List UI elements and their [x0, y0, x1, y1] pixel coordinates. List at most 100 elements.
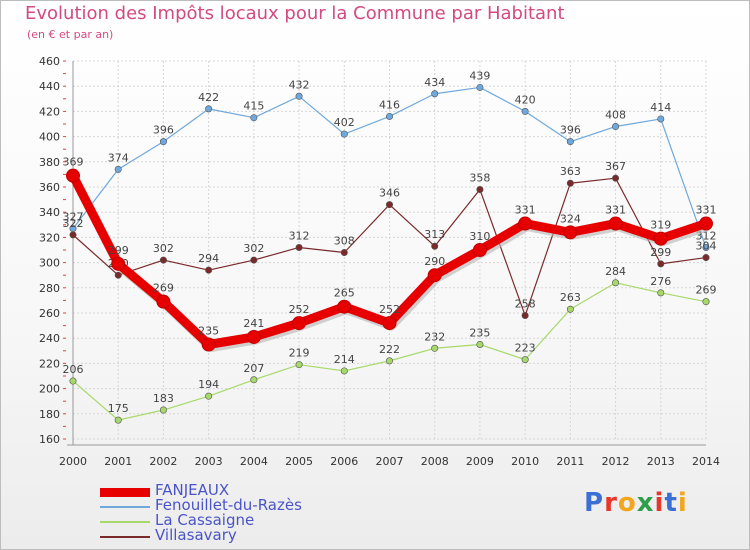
data-label-la-cassaigne: 235: [469, 327, 490, 340]
data-point-fenouillet-du-raz-s: [476, 83, 484, 91]
data-point-la-cassaigne: [69, 377, 77, 385]
data-label-fanjeaux: 331: [605, 204, 626, 217]
data-label-la-cassaigne: 222: [379, 343, 400, 356]
data-point-fenouillet-du-raz-s: [385, 112, 393, 120]
x-tick-label: 2003: [195, 455, 223, 468]
data-label-villasavary: 322: [63, 217, 84, 230]
data-label-fanjeaux: 265: [334, 287, 355, 300]
data-label-fenouillet-du-raz-s: 396: [153, 124, 174, 137]
y-tick-label: 360: [39, 181, 60, 194]
data-point-fanjeaux: [563, 225, 578, 240]
logo-letter: P: [584, 488, 605, 518]
data-point-la-cassaigne: [612, 279, 620, 287]
data-point-fanjeaux: [111, 256, 126, 271]
data-point-la-cassaigne: [431, 344, 439, 352]
data-point-la-cassaigne: [340, 367, 348, 375]
data-point-la-cassaigne: [114, 416, 122, 424]
y-tick-label: 180: [39, 408, 60, 421]
data-label-fanjeaux: 241: [243, 317, 264, 330]
data-point-la-cassaigne: [385, 357, 393, 365]
data-point-villasavary: [385, 201, 393, 209]
x-tick-label: 2005: [285, 455, 313, 468]
y-tick-label: 460: [39, 55, 60, 68]
legend-item: Fenouillet-du-Razès: [100, 497, 360, 514]
data-label-villasavary: 313: [424, 228, 445, 241]
data-point-villasavary: [295, 243, 303, 251]
y-tick-label: 160: [39, 433, 60, 446]
legend-item: Villasavary: [100, 526, 360, 544]
y-tick-label: 260: [39, 307, 60, 320]
x-tick-label: 2014: [692, 455, 720, 468]
chart-title: Evolution des Impôts locaux pour la Comm…: [25, 3, 565, 24]
data-label-la-cassaigne: 263: [560, 291, 581, 304]
data-point-la-cassaigne: [657, 289, 665, 297]
data-point-fanjeaux: [201, 337, 216, 352]
data-label-fanjeaux: 369: [63, 156, 84, 169]
data-label-fenouillet-du-raz-s: 415: [243, 100, 264, 113]
data-label-la-cassaigne: 175: [108, 402, 129, 415]
data-label-villasavary: 308: [334, 235, 355, 248]
data-point-fanjeaux: [337, 299, 352, 314]
data-label-fenouillet-du-raz-s: 420: [515, 93, 536, 106]
logo-letter: r: [604, 488, 618, 518]
data-point-villasavary: [612, 174, 620, 182]
data-point-fenouillet-du-raz-s: [159, 138, 167, 146]
data-label-villasavary: 294: [198, 252, 219, 265]
data-label-la-cassaigne: 223: [515, 342, 536, 355]
data-label-villasavary: 299: [650, 246, 671, 259]
data-label-fanjeaux: 331: [696, 204, 717, 217]
data-label-villasavary: 258: [515, 298, 536, 311]
legend-item: FANJEAUX: [100, 482, 360, 499]
legend-label: Villasavary: [155, 526, 237, 544]
data-point-la-cassaigne: [476, 340, 484, 348]
legend-item: La Cassaigne: [100, 512, 360, 529]
data-point-villasavary: [657, 260, 665, 268]
x-tick-label: 2010: [511, 455, 539, 468]
data-label-fenouillet-du-raz-s: 432: [289, 78, 310, 91]
logo-letter: i: [654, 488, 665, 518]
data-point-fenouillet-du-raz-s: [657, 115, 665, 123]
data-label-la-cassaigne: 269: [696, 284, 717, 297]
data-label-fenouillet-du-raz-s: 327: [63, 211, 84, 224]
data-point-fenouillet-du-raz-s: [521, 107, 529, 115]
data-label-fanjeaux: 299: [108, 244, 129, 257]
data-label-fanjeaux: 252: [289, 303, 310, 316]
data-label-fenouillet-du-raz-s: 408: [605, 109, 626, 122]
data-label-la-cassaigne: 206: [63, 363, 84, 376]
y-tick-label: 420: [39, 105, 60, 118]
x-tick-label: 2004: [240, 455, 268, 468]
y-tick-label: 440: [39, 80, 60, 93]
data-point-fanjeaux: [156, 294, 171, 309]
data-label-la-cassaigne: 194: [198, 378, 219, 391]
data-label-fenouillet-du-raz-s: 396: [560, 124, 581, 137]
data-point-fenouillet-du-raz-s: [250, 114, 258, 122]
data-point-fanjeaux: [382, 316, 397, 331]
data-label-fanjeaux: 252: [379, 303, 400, 316]
data-point-fanjeaux: [292, 316, 307, 331]
legend-swatch: [100, 506, 150, 508]
data-label-villasavary: 367: [605, 160, 626, 173]
data-label-la-cassaigne: 219: [289, 347, 310, 360]
data-label-fenouillet-du-raz-s: 414: [650, 101, 671, 114]
chart-subtitle: (en € et par an): [27, 28, 114, 41]
y-tick-label: 200: [39, 383, 60, 396]
data-label-fenouillet-du-raz-s: 434: [424, 76, 445, 89]
data-point-villasavary: [431, 242, 439, 250]
data-point-fanjeaux: [518, 216, 533, 231]
data-point-fanjeaux: [608, 216, 623, 231]
data-label-fanjeaux: 319: [650, 219, 671, 232]
data-point-fenouillet-du-raz-s: [612, 123, 620, 131]
x-tick-label: 2013: [647, 455, 675, 468]
data-point-fanjeaux: [472, 243, 487, 257]
data-point-villasavary: [702, 254, 710, 262]
data-label-la-cassaigne: 207: [243, 362, 264, 375]
data-label-la-cassaigne: 232: [424, 330, 445, 343]
legend-swatch: [100, 536, 150, 538]
logo-letter: i: [677, 488, 688, 518]
data-label-villasavary: 363: [560, 165, 581, 178]
data-point-villasavary: [159, 256, 167, 264]
y-tick-label: 340: [39, 206, 60, 219]
x-tick-label: 2002: [149, 455, 177, 468]
data-point-la-cassaigne: [159, 406, 167, 414]
